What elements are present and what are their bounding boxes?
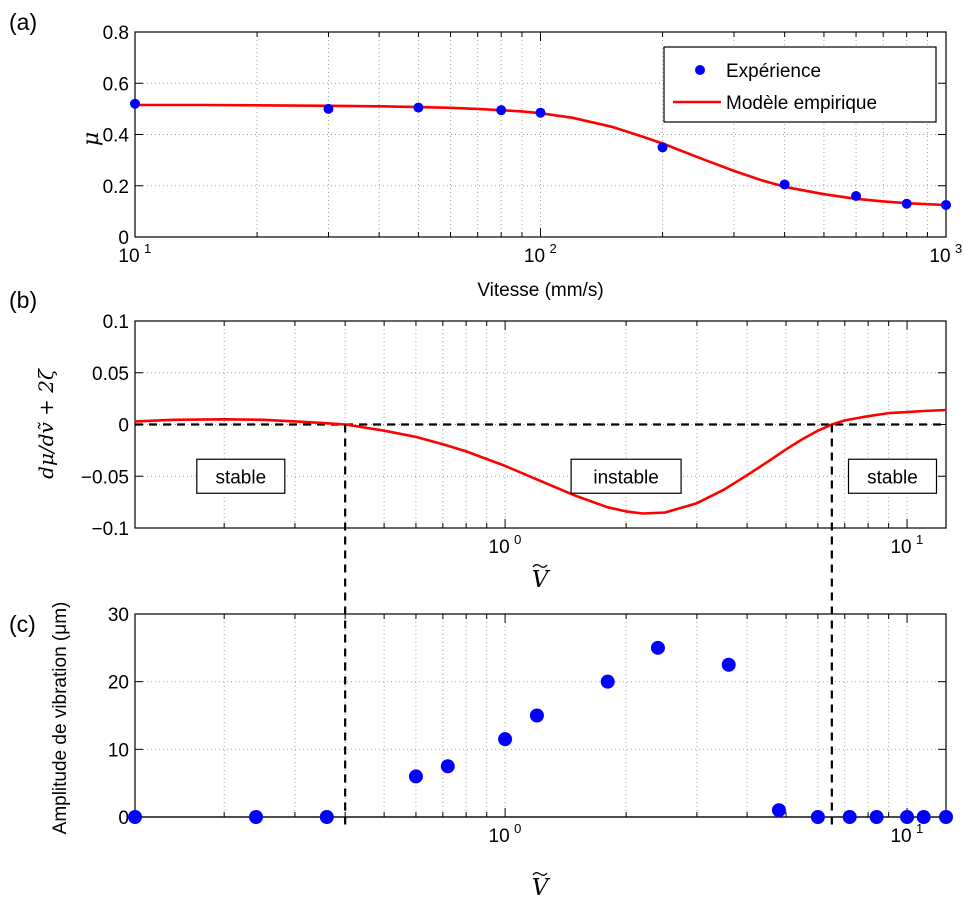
- amplitude-point: [916, 810, 931, 824]
- y-tick-label: 0: [118, 416, 129, 437]
- legend: Expérience Modèle empirique: [663, 46, 937, 123]
- x-tick-label: 10: [489, 826, 510, 847]
- amplitude-point: [128, 810, 142, 824]
- legend-label-model: Modèle empirique: [726, 93, 877, 114]
- x-tick-label: 10: [890, 826, 911, 847]
- x-tick-label: 10: [118, 246, 139, 267]
- experiment-point: [657, 142, 668, 153]
- amplitude-point: [900, 810, 915, 824]
- y-tick-label: −0.05: [81, 467, 129, 488]
- y-tick-label: 0: [118, 808, 129, 829]
- panel-label: (a): [9, 9, 37, 35]
- x-tick-label-exponent: 1: [144, 241, 151, 256]
- x-axis-label: V: [532, 567, 551, 593]
- experiment-point: [323, 103, 334, 114]
- plot-frame: [134, 31, 947, 238]
- x-tick-label: 10: [489, 537, 510, 558]
- stability-boundaries: [344, 424, 833, 825]
- experiment-point: [901, 198, 912, 209]
- y-axis-label: μ: [79, 132, 104, 146]
- derivative-curve: [134, 408, 947, 515]
- x-tick-label-exponent: 0: [514, 532, 521, 547]
- x-tick-label-exponent: 0: [514, 821, 521, 836]
- x-axis-label: Vitesse (mm/s): [477, 280, 603, 301]
- x-axis-label: V: [532, 875, 551, 901]
- x-tick-label-exponent: 1: [916, 821, 923, 836]
- y-tick-label: 0: [118, 228, 129, 249]
- region-label-box: [570, 458, 682, 494]
- amplitude-point: [869, 810, 884, 824]
- y-tick-label: 0.1: [103, 312, 129, 333]
- y-tick-label: −0.1: [91, 519, 129, 540]
- panel-label: (b): [9, 287, 37, 313]
- panel-label: (c): [9, 611, 36, 637]
- region-label-box: [196, 458, 286, 494]
- panel-a: 0 0.2 0.4 0.6 0.8 10 1 10 2 10 3 (a) Vitesse (mm/s) μ…: [9, 9, 962, 301]
- x-tick-label-exponent: 2: [550, 241, 557, 256]
- y-tick-label: 10: [108, 740, 129, 761]
- y-axis-label: dμ/dṽ + 2ζ: [34, 368, 58, 479]
- amplitude-point: [498, 732, 513, 747]
- panel-c: 0 10 20 30 10 0 10 1 (c) V Amplitude de vibration …: [9, 602, 953, 901]
- y-tick-label: 30: [108, 605, 129, 626]
- region-label: instable: [593, 467, 659, 488]
- y-tick-label: 0.2: [103, 177, 129, 198]
- y-tick-label: 0.6: [103, 74, 129, 95]
- region-label-box: [847, 458, 938, 494]
- legend-marker-experience: [695, 65, 705, 75]
- x-tick-label: 10: [929, 246, 950, 267]
- region-label: stable: [215, 467, 266, 488]
- amplitude-point: [319, 810, 334, 824]
- legend-box: [663, 46, 937, 123]
- amplitude-point: [408, 769, 423, 784]
- experiment-point: [535, 107, 546, 118]
- experiment-point: [941, 199, 951, 210]
- tilde-mark: [532, 564, 548, 568]
- amplitude-point: [529, 708, 544, 723]
- amplitude-point: [842, 810, 857, 824]
- amplitude-point: [810, 810, 825, 824]
- x-tick-label-exponent: 3: [955, 241, 962, 256]
- experiment-point: [130, 98, 140, 109]
- y-axis-label: Amplitude de vibration (μm): [50, 602, 71, 835]
- experiment-point: [413, 102, 424, 113]
- x-tick-label: 10: [524, 246, 545, 267]
- amplitude-point: [248, 810, 263, 824]
- amplitude-point: [939, 810, 953, 824]
- amplitude-point: [440, 759, 455, 774]
- experiment-point: [851, 191, 862, 201]
- amplitude-point: [650, 640, 665, 655]
- y-tick-label: 20: [108, 673, 129, 694]
- y-tick-label: 0.05: [92, 364, 129, 385]
- panel-b: −0.1 −0.05 0 0.05 0.1 10 0 10 1 (b) stable instable…: [9, 287, 947, 593]
- y-tick-label: 0.4: [103, 126, 130, 147]
- legend-label-experience: Expérience: [726, 61, 821, 82]
- experiment-point: [496, 105, 507, 116]
- y-tick-label: 0.8: [103, 23, 129, 44]
- amplitude-point: [771, 803, 786, 818]
- experiment-point: [779, 179, 790, 190]
- x-tick-label-exponent: 1: [916, 532, 923, 547]
- amplitude-point: [721, 657, 736, 672]
- x-tick-label: 10: [890, 537, 911, 558]
- tilde-mark: [532, 872, 548, 876]
- amplitude-point: [600, 674, 615, 689]
- region-label: stable: [867, 467, 918, 488]
